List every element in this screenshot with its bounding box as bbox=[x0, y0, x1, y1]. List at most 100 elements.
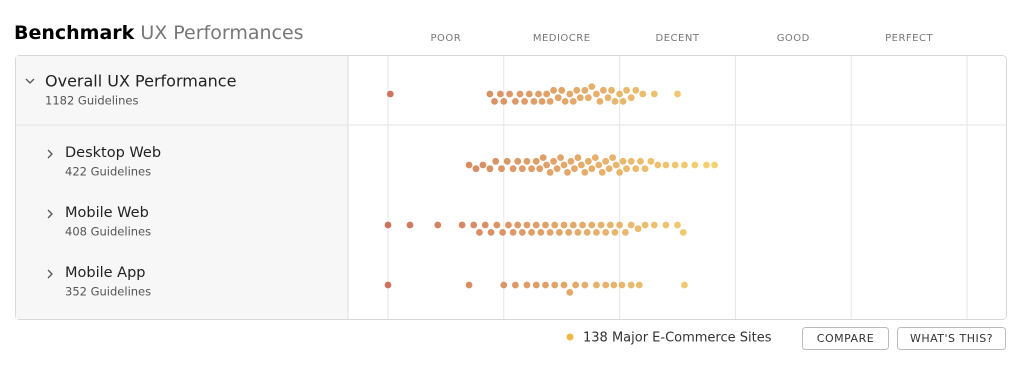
site-dot bbox=[523, 221, 531, 229]
site-dot bbox=[535, 90, 542, 98]
site-dot bbox=[555, 229, 563, 236]
site-dot bbox=[532, 281, 540, 289]
site-dot bbox=[711, 161, 718, 169]
row-header[interactable]: Mobile Web 408 Guidelines bbox=[47, 205, 151, 239]
row-header[interactable]: Mobile App 352 Guidelines bbox=[47, 265, 151, 299]
site-dot bbox=[498, 165, 505, 173]
legend-dot bbox=[566, 333, 574, 341]
site-dot bbox=[560, 281, 568, 289]
site-dot bbox=[627, 157, 635, 165]
site-dot bbox=[573, 86, 581, 94]
site-dot bbox=[602, 281, 610, 289]
site-dot bbox=[619, 157, 627, 165]
site-dot bbox=[486, 90, 494, 98]
left-column bbox=[16, 56, 348, 319]
site-dot bbox=[576, 94, 584, 102]
scale-label: PERFECT bbox=[885, 33, 933, 44]
site-dot bbox=[514, 157, 522, 165]
site-dot bbox=[558, 86, 566, 94]
site-dot bbox=[542, 281, 549, 289]
scale-label: DECENT bbox=[656, 33, 700, 44]
site-dot bbox=[500, 281, 508, 289]
site-dot bbox=[679, 229, 687, 236]
site-dot bbox=[523, 157, 531, 165]
site-dot bbox=[588, 165, 596, 173]
site-dot bbox=[581, 281, 589, 289]
site-dot bbox=[386, 90, 394, 98]
site-dot bbox=[560, 221, 568, 229]
site-dot bbox=[434, 221, 442, 229]
site-dot bbox=[472, 165, 480, 173]
whats-this-button[interactable]: WHAT'S THIS? bbox=[897, 327, 1006, 350]
site-dot bbox=[609, 154, 617, 162]
scale-label: POOR bbox=[431, 33, 462, 44]
chevron-down bbox=[25, 78, 35, 84]
site-dot bbox=[591, 154, 599, 162]
site-dot bbox=[532, 157, 540, 165]
chevron-right bbox=[47, 149, 53, 159]
site-dot bbox=[509, 165, 517, 173]
site-dot bbox=[536, 165, 544, 173]
scale-label: MEDIOCRE bbox=[533, 33, 591, 44]
site-dot bbox=[539, 154, 547, 162]
site-dot bbox=[581, 169, 589, 176]
title-rest: UX Performances bbox=[140, 22, 303, 44]
site-dot bbox=[584, 94, 592, 102]
compare-button[interactable]: COMPARE bbox=[802, 327, 889, 350]
site-dot bbox=[616, 90, 623, 98]
site-dot bbox=[574, 154, 582, 162]
site-dot bbox=[703, 161, 710, 169]
scale-label: GOOD bbox=[777, 33, 810, 44]
site-dot bbox=[491, 98, 498, 105]
row-label: Overall UX Performance bbox=[45, 72, 236, 91]
button-label[interactable]: WHAT'S THIS? bbox=[910, 332, 993, 345]
site-dot bbox=[458, 221, 466, 229]
site-dot bbox=[406, 221, 414, 229]
site-dot bbox=[487, 229, 495, 236]
site-dot bbox=[650, 90, 658, 98]
site-dot bbox=[486, 165, 494, 173]
site-dot bbox=[465, 281, 473, 289]
legend-label: 138 Major E-Commerce Sites bbox=[583, 331, 772, 346]
site-dot bbox=[560, 161, 568, 169]
site-dot bbox=[632, 165, 640, 173]
site-dot bbox=[505, 221, 512, 229]
site-dot bbox=[532, 221, 540, 229]
site-dot bbox=[553, 165, 561, 173]
site-dot bbox=[637, 157, 644, 165]
site-dot bbox=[557, 154, 564, 162]
site-dot bbox=[514, 221, 522, 229]
site-dot bbox=[511, 98, 519, 105]
site-dot bbox=[654, 161, 662, 169]
site-dot bbox=[384, 281, 392, 289]
row-label: Mobile Web bbox=[65, 205, 149, 221]
site-dot bbox=[565, 229, 573, 236]
site-dot bbox=[641, 165, 649, 173]
site-dot bbox=[597, 221, 605, 229]
button-label[interactable]: COMPARE bbox=[817, 332, 874, 345]
site-dot bbox=[499, 229, 507, 236]
site-dot bbox=[511, 281, 519, 289]
site-dot bbox=[574, 229, 582, 236]
row-header[interactable]: Desktop Web 422 Guidelines bbox=[47, 145, 161, 179]
site-dot bbox=[588, 83, 596, 90]
site-dot bbox=[662, 161, 670, 169]
row-label: Desktop Web bbox=[65, 145, 161, 161]
site-dot bbox=[577, 161, 585, 169]
site-dot bbox=[537, 229, 545, 236]
site-dot bbox=[627, 94, 635, 102]
site-dot bbox=[530, 98, 538, 105]
site-dot bbox=[518, 229, 526, 236]
site-dot bbox=[611, 229, 619, 236]
row-header[interactable]: Overall UX Performance 1182 Guidelines bbox=[25, 72, 236, 108]
site-dot bbox=[543, 161, 551, 169]
site-dot bbox=[528, 165, 535, 173]
site-dot bbox=[546, 169, 554, 176]
site-dot bbox=[500, 98, 508, 105]
site-dot bbox=[493, 221, 501, 229]
site-dot bbox=[671, 161, 679, 169]
site-dot bbox=[639, 90, 647, 98]
row-sublabel: 408 Guidelines bbox=[65, 225, 151, 239]
row-sublabel: 422 Guidelines bbox=[65, 165, 151, 179]
